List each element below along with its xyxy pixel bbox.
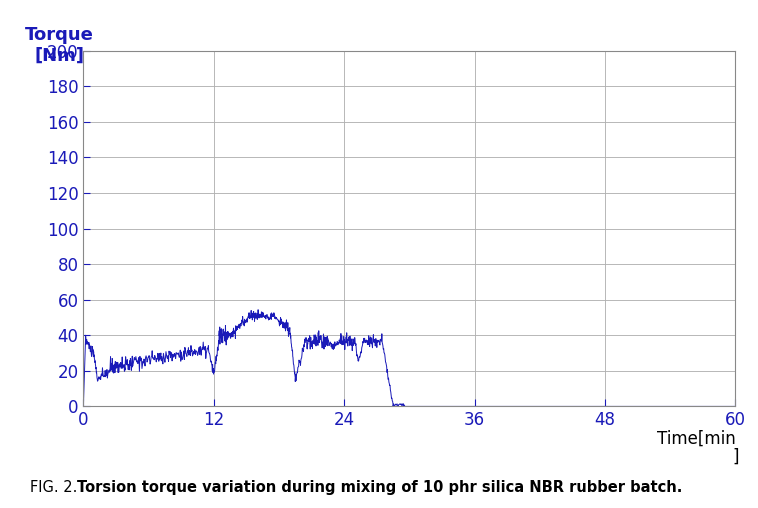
Text: ]: ] <box>732 447 738 465</box>
Text: Torque: Torque <box>25 26 93 44</box>
Text: [Nm]: [Nm] <box>34 47 84 65</box>
Text: Torsion torque variation during mixing of 10 phr silica NBR rubber batch.: Torsion torque variation during mixing o… <box>77 480 683 495</box>
Text: Time[min: Time[min <box>656 429 735 448</box>
Text: FIG. 2.: FIG. 2. <box>30 480 83 495</box>
